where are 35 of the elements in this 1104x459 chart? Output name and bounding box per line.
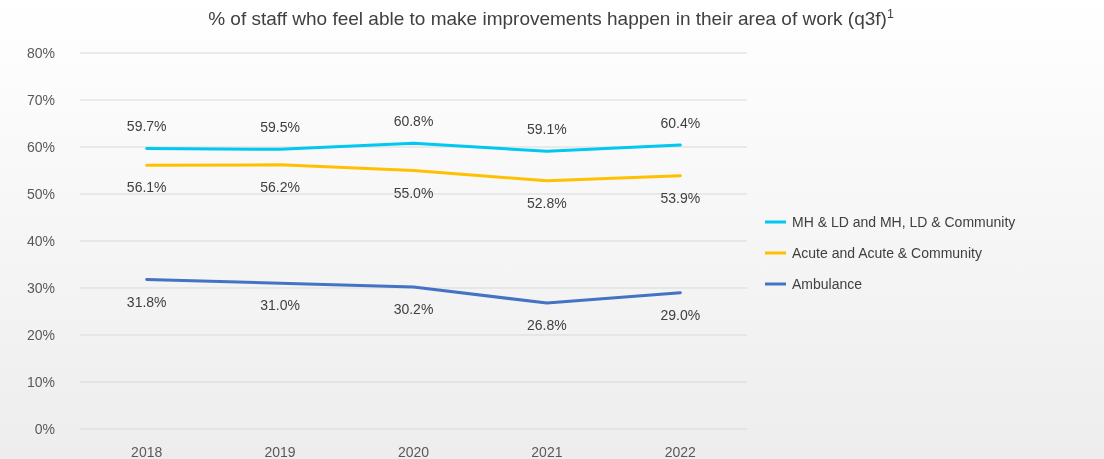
y-tick-label: 70% [26, 92, 55, 108]
y-tick-label: 10% [26, 374, 55, 390]
data-label: 55.0% [393, 184, 434, 201]
y-tick-label: 50% [26, 186, 55, 202]
data-label: 31.8% [126, 293, 167, 310]
y-tick-label: 30% [26, 280, 55, 296]
y-tick-label: 40% [26, 233, 55, 249]
data-label: 26.8% [527, 317, 567, 334]
data-label: 59.7% [126, 118, 167, 135]
x-tick-label: 2021 [531, 444, 563, 459]
x-tick-label: 2022 [664, 444, 697, 459]
data-label: 59.1% [527, 121, 567, 138]
x-tick-label: 2020 [397, 444, 430, 459]
x-tick-label: 2019 [264, 444, 296, 459]
data-label: 56.1% [126, 179, 167, 196]
data-label: 31.0% [260, 297, 300, 314]
legend-label: MH & LD and MH, LD & Community [792, 214, 1016, 230]
y-tick-label: 60% [26, 139, 55, 155]
legend-label: Ambulance [792, 276, 863, 292]
data-label: 59.5% [260, 119, 300, 136]
data-label: 29.0% [660, 306, 701, 323]
line-series [145, 163, 682, 183]
chart-title: % of staff who feel able to make improvements happen in their area of work (q3f)$^{1}$ [208, 7, 894, 29]
y-tick-label: 20% [26, 327, 55, 343]
data-label: 30.2% [393, 301, 434, 318]
data-label: 56.2% [260, 178, 300, 195]
line-series [145, 141, 682, 153]
data-label: 52.8% [527, 194, 567, 211]
y-tick-label: 80% [26, 45, 55, 61]
x-tick-label: 2018 [131, 444, 163, 459]
data-label: 60.4% [660, 115, 701, 132]
data-label: 53.9% [660, 189, 701, 206]
legend-label: Acute and Acute & Community [792, 245, 982, 261]
y-tick-label: 0% [34, 421, 55, 437]
data-label: 60.8% [393, 113, 434, 130]
